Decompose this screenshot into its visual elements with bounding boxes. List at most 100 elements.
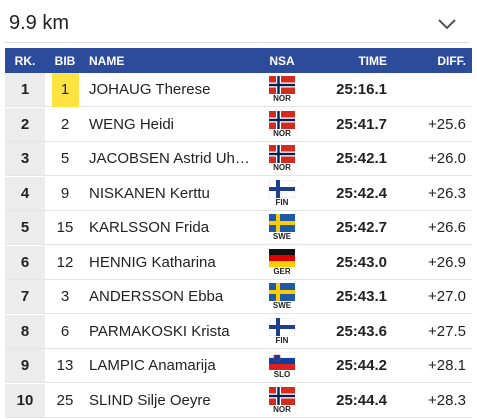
rank-cell: 9 (5, 349, 45, 382)
time-cell: 25:42.4 (336, 184, 387, 202)
diff-cell: +27.5 (428, 322, 466, 340)
athlete-name: NISKANEN Kerttu (89, 184, 210, 202)
header-cell: NAME (89, 53, 125, 68)
distance-dropdown[interactable]: 9.9 km (5, 4, 469, 43)
bib-cell: 5 (45, 142, 85, 175)
nsa-code: SLO (273, 370, 291, 379)
rank-cell: 4 (5, 176, 45, 210)
bib-number: 12 (56, 253, 74, 271)
result-row: 9 13 LAMPIC Anamarija SLO 25:44.2 +28.1 (5, 349, 472, 383)
result-row: 2 2 WENG Heidi NOR 25:41.7 +25.6 (5, 107, 472, 142)
bib-number: 25 (56, 391, 74, 409)
nsa-cell: NOR (262, 73, 302, 106)
athlete-name: JACOBSEN Astrid Uh… (89, 150, 250, 167)
bib-number: 3 (60, 288, 70, 305)
nsa-code: NOR (273, 94, 291, 103)
bib-number: 13 (56, 357, 74, 374)
bib-cell: 12 (45, 246, 85, 279)
nsa-cell: SWE (262, 211, 302, 244)
result-row: 7 3 ANDERSSON Ebba SWE 25:43.1 +27.0 (5, 280, 472, 314)
nsa-cell: FIN (262, 315, 302, 348)
time-cell: 25:44.2 (336, 357, 387, 374)
rank-cell: 3 (5, 142, 45, 175)
time-cell: 25:43.1 (336, 288, 387, 305)
bib-number: 15 (56, 219, 74, 236)
nsa-cell: SWE (262, 280, 302, 313)
flag (269, 352, 295, 370)
result-row: 5 15 KARLSSON Frida SWE 25:42.7 +26.6 (5, 211, 472, 245)
athlete-name: PARMAKOSKI Krista (89, 322, 230, 340)
bib-cell: 6 (45, 315, 85, 348)
athlete-name: ANDERSSON Ebba (89, 288, 224, 305)
flag (269, 283, 295, 301)
flag (269, 214, 295, 232)
header-cell: TIME (358, 53, 387, 68)
time-cell: 25:42.7 (336, 219, 387, 236)
nsa-code: FIN (275, 335, 289, 345)
athlete-name: KARLSSON Frida (89, 219, 210, 236)
bib-cell: 1 (45, 72, 85, 107)
nsa-code: SWE (272, 232, 292, 241)
time-cell: 25:43.0 (336, 253, 387, 271)
nsa-cell: GER (262, 246, 302, 279)
time-cell: 25:44.4 (336, 391, 387, 409)
diff-cell: +26.9 (428, 253, 466, 271)
bib-number: 5 (60, 150, 70, 167)
diff-cell: +28.1 (428, 357, 466, 374)
result-row: 1 1 JOHAUG Therese NOR 25:16.1 (5, 72, 472, 107)
bib-cell: 9 (45, 177, 85, 210)
nsa-cell: NOR (262, 142, 302, 175)
athlete-name: WENG Heidi (89, 115, 175, 133)
bib-number: 6 (60, 322, 70, 340)
result-row: 6 12 HENNIG Katharina GER 25:43.0 +26.9 (5, 245, 472, 280)
athlete-name: SLIND Silje Oeyre (89, 391, 211, 409)
diff-cell: +26.6 (428, 219, 466, 236)
chevron (438, 19, 456, 30)
header-cell: NSA (269, 53, 295, 68)
result-row: 3 5 JACOBSEN Astrid Uh… NOR 25:42.1 +26.0 (5, 142, 472, 176)
diff-cell: +27.0 (428, 288, 466, 305)
diff-cell: +28.3 (428, 391, 466, 409)
flag (269, 145, 295, 163)
nsa-cell: FIN (262, 177, 302, 210)
diff-cell (395, 73, 472, 106)
bib-cell: 3 (45, 280, 85, 313)
time-cell: 25:16.1 (336, 81, 387, 98)
rank-cell: 2 (5, 107, 45, 141)
time-cell: 25:41.7 (336, 115, 387, 133)
header-cell: DIFF. (437, 53, 466, 68)
time-cell: 25:43.6 (336, 322, 387, 340)
nsa-code: SWE (272, 301, 292, 310)
athlete-name: HENNIG Katharina (89, 253, 216, 271)
diff-cell: +26.3 (428, 184, 466, 202)
rank-cell: 1 (5, 73, 45, 106)
rank-cell: 6 (5, 245, 45, 279)
nsa-code: NOR (273, 128, 291, 138)
bib-number: 9 (60, 184, 70, 202)
bib-cell: 2 (45, 108, 85, 141)
bib-number: 2 (60, 115, 70, 133)
diff-cell: +25.6 (428, 115, 466, 133)
diff-cell: +26.0 (428, 150, 466, 167)
nsa-code: GER (273, 266, 291, 276)
flag (269, 179, 295, 198)
header-cell: BIB (54, 53, 76, 68)
nsa-cell: NOR (262, 384, 302, 417)
nsa-cell: SLO (262, 349, 302, 382)
rank-cell: 5 (5, 211, 45, 244)
dropdown-label: 9.9 km (9, 12, 70, 34)
header-cell: RK. (14, 53, 36, 68)
flag (269, 317, 295, 336)
time-cell: 25:42.1 (336, 150, 387, 167)
flag (269, 76, 295, 94)
nsa-code: FIN (275, 197, 289, 207)
flag (269, 248, 295, 267)
rank-cell: 7 (5, 280, 45, 313)
result-row: 8 6 PARMAKOSKI Krista FIN 25:43.6 +27.5 (5, 314, 472, 349)
flag (269, 386, 295, 405)
header-row: RK. BIB NAME NSA TIME DIFF. (5, 48, 472, 73)
bib-number: 1 (51, 72, 79, 107)
bib-cell: 15 (45, 211, 85, 244)
nsa-code: NOR (273, 404, 291, 414)
